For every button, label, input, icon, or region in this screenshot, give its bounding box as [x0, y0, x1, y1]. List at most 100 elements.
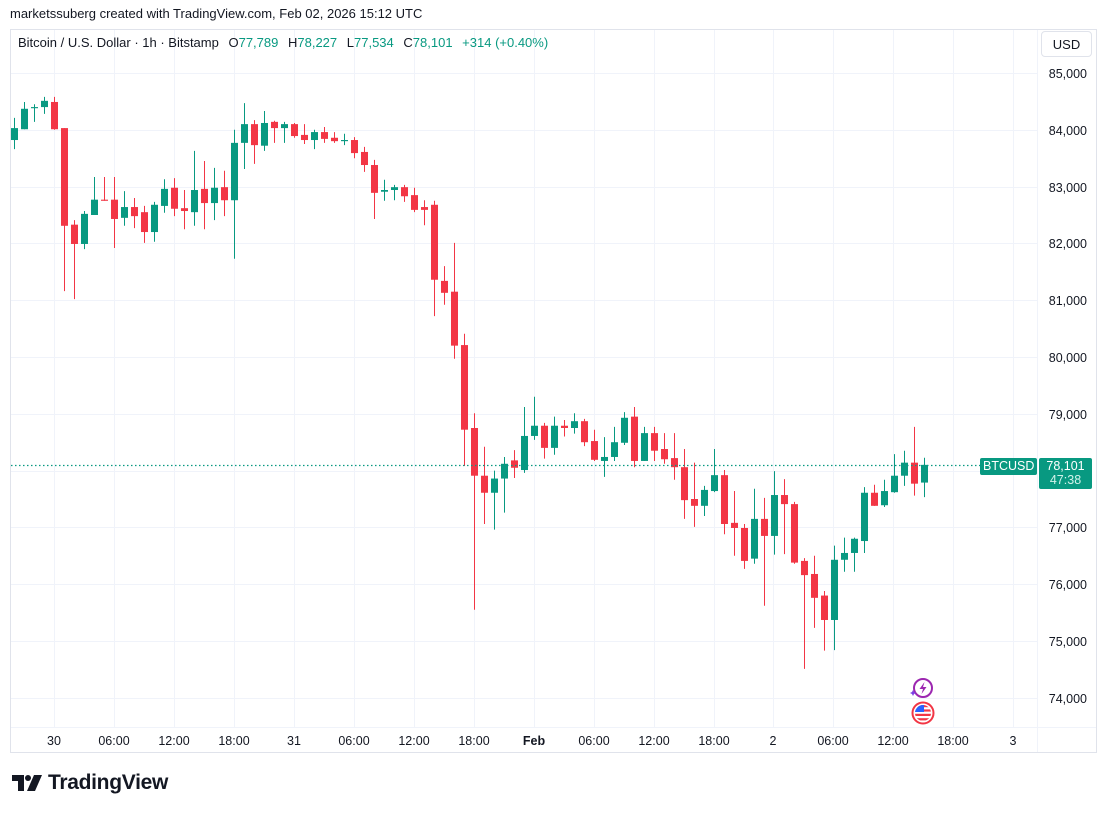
tradingview-wordmark: TradingView [48, 771, 169, 794]
last-price-tag: 78,101 47:38 [1039, 458, 1092, 489]
candle [71, 220, 78, 300]
last-price-value: 78,101 [1046, 459, 1085, 473]
price-tick-label: 82,000 [1049, 237, 1087, 251]
price-axis[interactable]: 85,000 84,000 83,000 82,000 81,000 80,000 79,0… [1049, 67, 1087, 706]
bar-countdown: 47:38 [1049, 473, 1082, 487]
time-tick-label: 2 [770, 734, 777, 748]
time-tick-label: 12:00 [638, 734, 669, 748]
candle [401, 184, 408, 202]
price-tick-label: 79,000 [1049, 408, 1087, 422]
high-value: 78,227 [297, 35, 338, 50]
tradingview-logo-icon [12, 775, 42, 791]
price-tick-label: 84,000 [1049, 124, 1087, 138]
price-tick-label: 83,000 [1049, 181, 1087, 195]
symbol-legend: Bitcoin / U.S. Dollar · 1h · Bitstamp O7… [18, 35, 548, 50]
chart-attribution: marketssuberg created with TradingView.c… [10, 6, 423, 21]
time-tick-label: 18:00 [458, 734, 489, 748]
candle [361, 146, 368, 172]
price-tick-label: 74,000 [1049, 692, 1087, 706]
price-tick-label: 81,000 [1049, 294, 1087, 308]
low-value: 77,534 [354, 35, 394, 50]
price-tick-label: 75,000 [1049, 635, 1087, 649]
candle [111, 176, 118, 248]
candle [571, 413, 578, 434]
chart-frame [10, 29, 1097, 753]
candle [91, 176, 98, 215]
candle [471, 413, 478, 610]
candle [431, 200, 438, 317]
candle [591, 429, 598, 461]
tradingview-logo[interactable]: TradingView [12, 771, 168, 795]
candle [671, 433, 678, 480]
candle [861, 487, 868, 553]
candle [841, 537, 848, 572]
candle [771, 471, 778, 555]
candle [521, 406, 528, 473]
price-tick-label: 85,000 [1049, 67, 1087, 81]
candle [681, 449, 688, 519]
candle [851, 537, 858, 572]
candle [191, 150, 198, 226]
candle [151, 201, 158, 242]
time-tick-label: 12:00 [398, 734, 429, 748]
time-axis[interactable]: 30 06:00 12:00 18:00 31 06:00 12:00 18:00 Feb 06:… [47, 734, 1016, 748]
candle [501, 456, 508, 513]
candle [271, 120, 278, 143]
candle [731, 491, 738, 556]
candle [391, 184, 398, 201]
candle [291, 122, 298, 138]
currency-button[interactable]: USD [1041, 31, 1092, 57]
candle [281, 121, 288, 143]
chart-grid [11, 30, 1096, 752]
candle [751, 488, 758, 564]
time-tick-label: 30 [47, 734, 61, 748]
time-tick-label: Feb [523, 734, 546, 748]
candle [791, 501, 798, 564]
candle [381, 179, 388, 201]
candle [481, 446, 488, 524]
candle [491, 470, 498, 530]
candle [561, 420, 568, 437]
candle [871, 484, 878, 506]
symbol-description: Bitcoin / U.S. Dollar · 1h · Bitstamp [18, 35, 219, 50]
time-tick-label: 06:00 [578, 734, 609, 748]
time-tick-label: 06:00 [98, 734, 129, 748]
candle [121, 191, 128, 226]
candle [821, 591, 828, 651]
candle [131, 197, 138, 229]
candle [51, 96, 58, 130]
candle [601, 437, 608, 477]
candle [781, 479, 788, 555]
candle [221, 170, 228, 217]
candle [331, 132, 338, 143]
candle [181, 190, 188, 230]
lightning-sparkle-icon[interactable] [908, 677, 936, 706]
candle-series [11, 96, 928, 669]
candle [31, 104, 38, 122]
close-value: 78,101 [412, 35, 453, 50]
candle [421, 200, 428, 226]
us-flag-icon[interactable] [911, 701, 935, 730]
candle [761, 497, 768, 606]
candle [171, 178, 178, 217]
candle [11, 117, 18, 150]
candle [441, 266, 448, 305]
candle [81, 211, 88, 250]
low-label: L [346, 35, 354, 50]
candle [141, 205, 148, 243]
time-tick-label: 31 [287, 734, 301, 748]
candle [831, 545, 838, 651]
high-label: H [287, 35, 298, 50]
candle [241, 103, 248, 169]
candle [201, 161, 208, 230]
symbol-price-tag: BTCUSD [980, 458, 1038, 475]
candle [451, 242, 458, 359]
candle [801, 558, 808, 669]
time-tick-label: 18:00 [937, 734, 968, 748]
price-tick-label: 77,000 [1049, 521, 1087, 535]
candle [461, 333, 468, 467]
candle [371, 159, 378, 219]
candle [881, 479, 888, 507]
candle [341, 133, 348, 146]
